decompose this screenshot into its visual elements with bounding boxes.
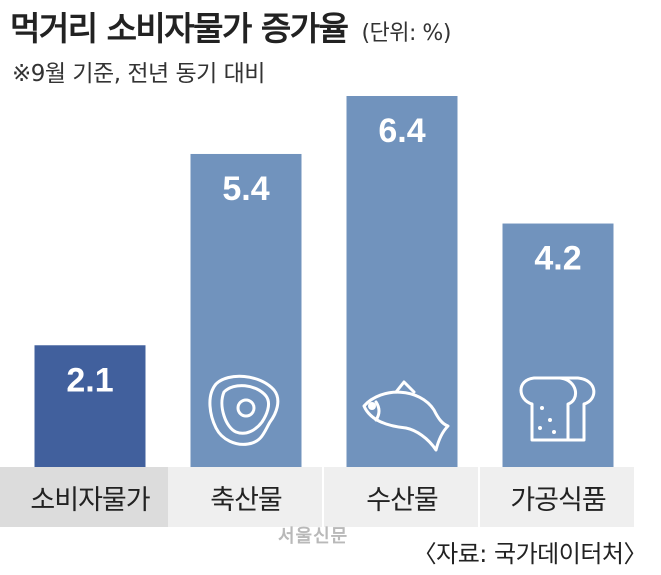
fish-fin: [394, 380, 416, 394]
bar-3: [346, 96, 458, 467]
category-band: [480, 467, 634, 527]
fish-gill: [374, 400, 381, 422]
bread-icon: [519, 376, 596, 442]
bread-slice-line: [559, 376, 577, 440]
watermark: 서울신문: [278, 526, 349, 547]
bread-hole: [538, 426, 542, 430]
value-label: 4.2: [534, 240, 581, 278]
category-band: [0, 467, 180, 527]
fish-icon: [362, 380, 450, 452]
category-label: 수산물: [366, 485, 438, 516]
category-label: 소비자물가: [30, 485, 149, 516]
fish-body: [362, 390, 450, 452]
meat-bone: [236, 398, 256, 418]
meat-icon: [208, 374, 280, 446]
value-label: 6.4: [378, 112, 425, 150]
source-note: 〈자료: 국가데이터처〉: [412, 540, 648, 568]
chart-subtitle: ※9월 기준, 전년 동기 대비: [12, 61, 265, 87]
bread-hole: [552, 430, 556, 434]
category-label: 축산물: [210, 485, 282, 516]
title-row: 먹거리 소비자물가 증가율 (단위: %): [10, 2, 451, 48]
bar-4: [502, 223, 614, 467]
bar-1: [34, 345, 146, 467]
value-label: 5.4: [222, 170, 269, 208]
meat-inner: [220, 384, 270, 435]
category-band: [168, 467, 322, 527]
category-label: 가공식품: [510, 485, 606, 516]
bread-hole: [548, 418, 552, 422]
value-label: 2.1: [66, 361, 113, 399]
category-band: [324, 467, 478, 527]
bread-loaf: [519, 376, 596, 442]
unit-label: (단위: %): [361, 21, 451, 46]
chart-title: 먹거리 소비자물가 증가율: [10, 9, 349, 48]
bread-hole: [540, 406, 544, 410]
meat-outline: [208, 374, 280, 446]
fish-eye: [368, 402, 376, 410]
